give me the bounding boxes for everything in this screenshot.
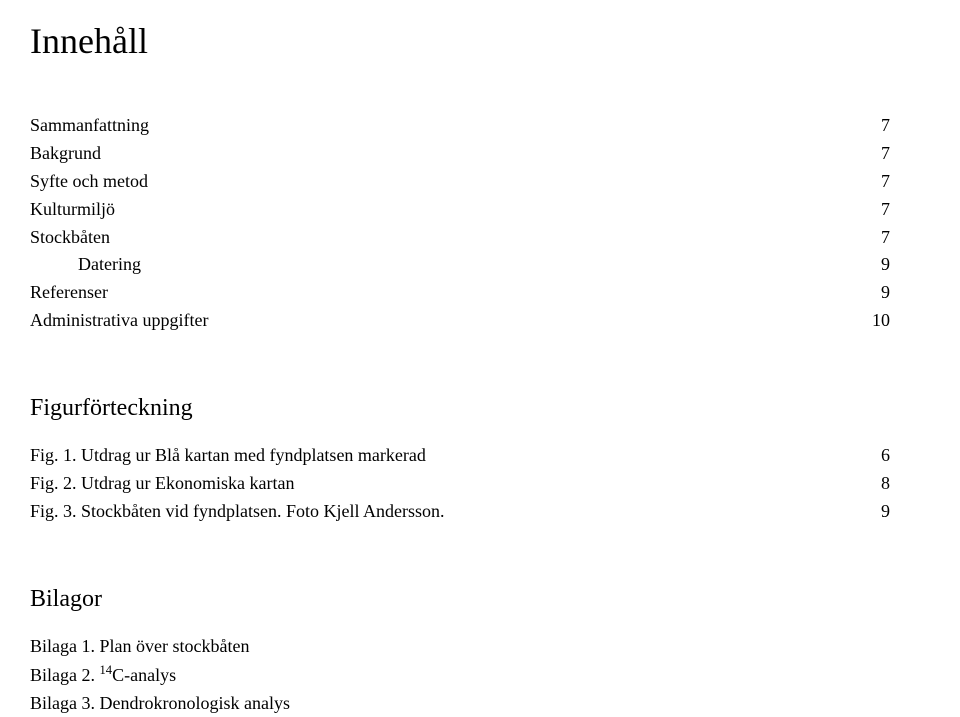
bilaga-row: Bilaga 1. Plan över stockbåten: [30, 633, 890, 661]
toc-row: Stockbåten 7: [30, 224, 890, 252]
toc-label: Fig. 1. Utdrag ur Blå kartan med fyndpla…: [30, 442, 426, 470]
bilaga-row: Bilaga 3. Dendrokronologisk analys: [30, 690, 890, 717]
toc-row: Referenser 9: [30, 279, 890, 307]
toc-label: Referenser: [30, 279, 108, 307]
toc-page-number: 10: [872, 307, 890, 335]
toc-label: Administrativa uppgifter: [30, 307, 208, 335]
toc-row: Fig. 2. Utdrag ur Ekonomiska kartan 8: [30, 470, 890, 498]
document-page: Innehåll Sammanfattning7Bakgrund7Syfte o…: [0, 0, 960, 693]
toc-label: Fig. 3. Stockbåten vid fyndplatsen. Foto…: [30, 498, 444, 526]
toc-row: Syfte och metod 7: [30, 168, 890, 196]
toc-label: Syfte och metod: [30, 168, 148, 196]
toc-row: Fig. 3. Stockbåten vid fyndplatsen. Foto…: [30, 498, 890, 526]
toc-page-number: 7: [881, 196, 890, 224]
toc-row: Kulturmiljö 7: [30, 196, 890, 224]
toc-row: Datering 9: [30, 251, 890, 279]
toc-page-number: 9: [881, 251, 890, 279]
toc-page-number: 8: [881, 470, 890, 498]
toc-label: Kulturmiljö: [30, 196, 115, 224]
toc-label: Stockbåten: [30, 224, 110, 252]
bilagor-title: Bilagor: [30, 586, 890, 613]
toc-label: Bakgrund: [30, 140, 101, 168]
toc-label: Datering: [30, 251, 141, 279]
toc-label: Sammanfattning: [30, 112, 149, 140]
bilaga-row: Bilaga 2. 14C-analys: [30, 661, 890, 690]
toc-page-number: 7: [881, 112, 890, 140]
bilagor-list: Bilaga 1. Plan över stockbåtenBilaga 2. …: [30, 633, 890, 717]
table-of-contents: Sammanfattning 7 Bakgrund 7 Syfte och metod 7…: [30, 112, 890, 335]
toc-page-number: 7: [881, 224, 890, 252]
toc-page-number: 9: [881, 279, 890, 307]
toc-row: Fig. 1. Utdrag ur Blå kartan med fyndpla…: [30, 442, 890, 470]
figures-title: Figurförteckning: [30, 395, 890, 422]
toc-page-number: 6: [881, 442, 890, 470]
toc-row: Sammanfattning 7: [30, 112, 890, 140]
toc-page-number: 7: [881, 168, 890, 196]
page-title: Innehåll: [30, 20, 890, 62]
toc-label: Fig. 2. Utdrag ur Ekonomiska kartan: [30, 470, 294, 498]
toc-row: Administrativa uppgifter 10: [30, 307, 890, 335]
toc-row: Bakgrund 7: [30, 140, 890, 168]
figures-list: Fig. 1. Utdrag ur Blå kartan med fyndpla…: [30, 442, 890, 526]
toc-page-number: 7: [881, 140, 890, 168]
toc-page-number: 9: [881, 498, 890, 526]
